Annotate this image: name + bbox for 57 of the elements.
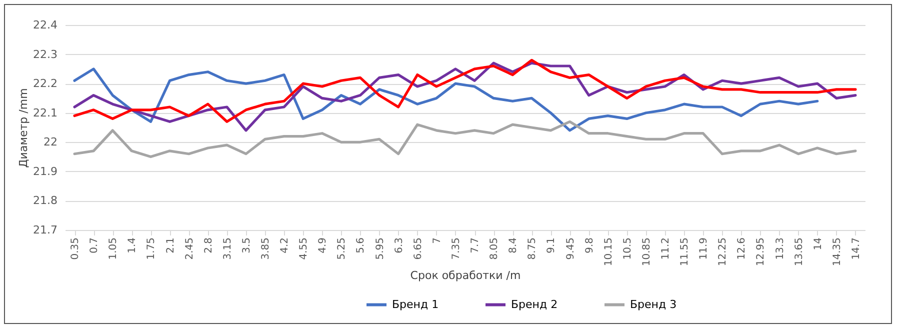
- x-tick-label: 8.05: [489, 238, 500, 260]
- x-tick-label: 8.4: [508, 238, 520, 254]
- x-tick-label: 4.9: [318, 238, 329, 254]
- y-tick-label: 21.8: [33, 194, 58, 208]
- x-tick-label: 13.65: [794, 238, 805, 266]
- legend-label: Бренд 2: [511, 298, 558, 311]
- y-tick-label: 22.3: [33, 48, 58, 61]
- y-tick-label: 22.4: [33, 18, 58, 32]
- x-tick-label: 8.75: [527, 238, 538, 260]
- x-tick-label: 1.4: [127, 238, 138, 254]
- x-tick-label: 11.9: [698, 238, 710, 260]
- x-tick-label: 5.25: [336, 238, 348, 260]
- x-tick-label: 3.15: [222, 238, 234, 260]
- x-tick-label: 13.3: [774, 238, 786, 260]
- x-tick-label: 10.15: [603, 238, 614, 266]
- x-tick-label: 2.45: [184, 238, 196, 260]
- x-tick-label: 5.95: [374, 238, 386, 260]
- x-tick-label: 7.7: [470, 238, 482, 254]
- legend-label: Бренд 3: [630, 298, 677, 311]
- x-tick-label: 7: [432, 238, 443, 244]
- line-series: [73, 120, 857, 158]
- x-tick-label: 5.6: [356, 238, 367, 254]
- x-tick-label: 6.65: [412, 238, 424, 260]
- x-tick-label: 11.2: [660, 238, 672, 260]
- x-tick-label: 0.7: [89, 238, 100, 254]
- x-tick-label: 9.45: [565, 238, 576, 260]
- x-tick-label: 14: [812, 238, 824, 250]
- y-tick-label: 21.7: [33, 224, 58, 236]
- y-tick-label: 22.2: [33, 77, 58, 90]
- x-tick-label: 0.35: [70, 238, 82, 260]
- y-tick-label: 21.9: [33, 164, 58, 178]
- y-axis-title: Диаметр /mm: [17, 88, 30, 168]
- x-tick-label: 14.7: [850, 238, 862, 260]
- x-tick-label: 14.35: [832, 238, 843, 266]
- legend-label: Бренд 1: [392, 298, 439, 311]
- x-tick-label: 10.5: [622, 238, 634, 260]
- x-tick-label: 7.35: [450, 238, 462, 260]
- x-tick-label: 11.55: [680, 238, 691, 266]
- x-axis-title: Срок обработки /m: [410, 269, 521, 282]
- x-tick-label: 9.1: [546, 238, 558, 254]
- x-tick-label: 4.2: [280, 238, 291, 254]
- x-tick-label: 2.8: [203, 238, 214, 254]
- line-series: [73, 58, 857, 123]
- x-tick-label: 4.55: [298, 238, 310, 260]
- x-tick-label: 10.85: [641, 238, 652, 266]
- x-tick-label: 12.25: [718, 238, 729, 266]
- y-tick-label: 22.1: [33, 106, 58, 120]
- x-tick-label: 3.85: [260, 238, 272, 260]
- x-tick-label: 12.95: [756, 238, 767, 266]
- x-tick-label: 12.6: [736, 238, 748, 260]
- x-tick-label: 6.3: [394, 238, 405, 254]
- x-tick-label: 9.8: [584, 238, 596, 254]
- x-tick-label: 2.1: [165, 238, 176, 254]
- x-tick-label: 3.5: [241, 238, 252, 254]
- y-tick-label: 22: [44, 136, 58, 149]
- x-tick-label: 1.05: [108, 238, 120, 260]
- x-tick-label: 1.75: [146, 238, 158, 260]
